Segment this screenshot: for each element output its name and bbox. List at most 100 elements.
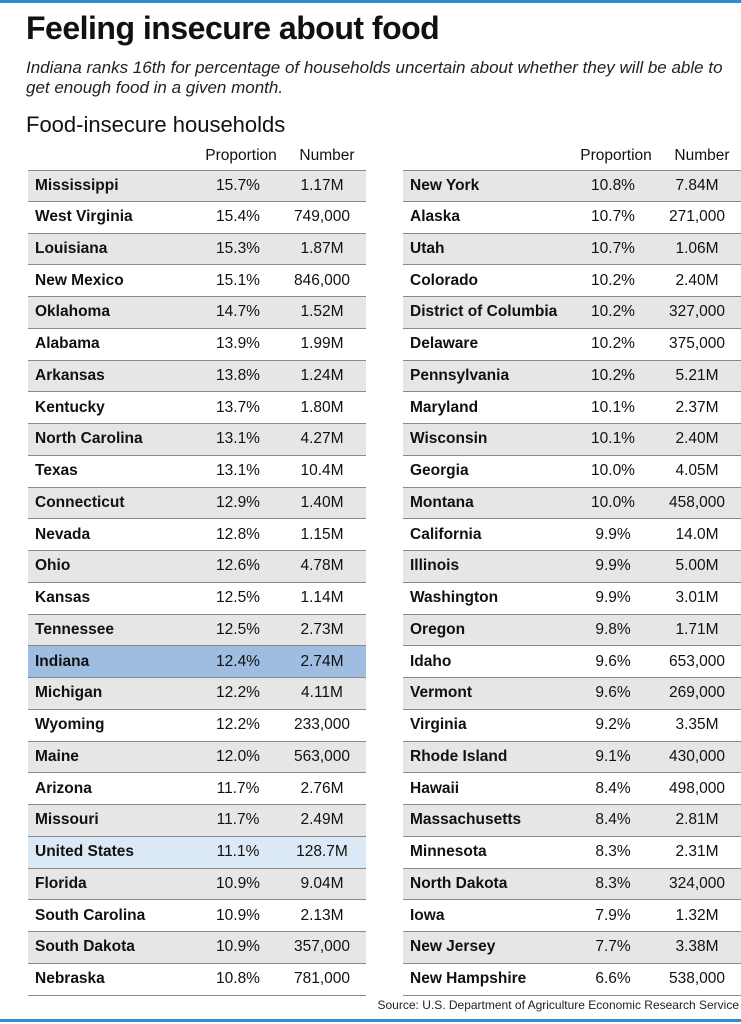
proportion-cell: 9.9% <box>595 525 631 543</box>
number-cell: 128.7M <box>296 843 348 861</box>
left-header-proportion: Proportion <box>205 147 277 164</box>
state-name-cell: Kentucky <box>35 398 105 416</box>
proportion-cell: 12.8% <box>216 525 260 543</box>
number-cell: 1.14M <box>300 589 344 607</box>
table-row: Florida 10.9% 9.04M <box>28 868 366 901</box>
number-cell: 2.76M <box>300 779 344 797</box>
state-name-cell: Iowa <box>410 906 445 924</box>
state-name-cell: United States <box>35 843 135 861</box>
proportion-cell: 13.1% <box>216 462 260 480</box>
table-row: Arkansas 13.8% 1.24M <box>28 360 366 393</box>
table-row: Tennessee 12.5% 2.73M <box>28 614 366 647</box>
proportion-cell: 10.9% <box>216 938 260 956</box>
proportion-cell: 11.7% <box>216 811 260 829</box>
state-name-cell: New York <box>410 176 480 194</box>
state-name-cell: Florida <box>35 874 87 892</box>
state-name-cell: District of Columbia <box>410 303 558 321</box>
table-row: Louisiana 15.3% 1.87M <box>28 233 366 266</box>
number-cell: 269,000 <box>668 684 726 702</box>
right-header-proportion: Proportion <box>580 147 652 164</box>
number-cell: 2.13M <box>300 906 344 924</box>
table-row: Rhode Island 9.1% 430,000 <box>403 741 741 774</box>
table-row: Kansas 12.5% 1.14M <box>28 582 366 615</box>
number-cell: 324,000 <box>668 874 726 892</box>
proportion-cell: 10.2% <box>591 366 635 384</box>
proportion-cell: 8.4% <box>595 779 631 797</box>
proportion-cell: 13.1% <box>216 430 260 448</box>
table-row: Colorado 10.2% 2.40M <box>403 265 741 297</box>
table-title: Food-insecure households <box>26 112 286 137</box>
proportion-cell: 11.1% <box>216 843 260 861</box>
table-row: Wyoming 12.2% 233,000 <box>28 709 366 742</box>
number-cell: 4.78M <box>300 557 344 575</box>
number-cell: 3.35M <box>675 716 719 734</box>
number-cell: 1.87M <box>300 239 344 257</box>
table-row: Oklahoma 14.7% 1.52M <box>28 297 366 329</box>
state-name-cell: New Mexico <box>35 271 124 289</box>
state-name-cell: New Hampshire <box>410 970 527 988</box>
table-row: New Mexico 15.1% 846,000 <box>28 265 366 297</box>
number-cell: 1.71M <box>675 620 719 638</box>
state-name-cell: South Carolina <box>35 906 146 924</box>
proportion-cell: 9.6% <box>595 652 631 670</box>
number-cell: 271,000 <box>668 208 726 226</box>
state-name-cell: Alabama <box>35 335 100 353</box>
table-row: Wisconsin 10.1% 2.40M <box>403 424 741 456</box>
proportion-cell: 12.2% <box>216 716 260 734</box>
state-name-cell: Idaho <box>410 652 452 670</box>
left-header-number: Number <box>299 147 355 164</box>
state-name-cell: Rhode Island <box>410 747 508 765</box>
table-row: Pennsylvania 10.2% 5.21M <box>403 360 741 393</box>
number-cell: 2.81M <box>675 811 719 829</box>
table-row: Kentucky 13.7% 1.80M <box>28 392 366 424</box>
state-name-cell: New Jersey <box>410 938 496 956</box>
state-name-cell: Minnesota <box>410 843 487 861</box>
state-name-cell: Connecticut <box>35 493 125 511</box>
number-cell: 538,000 <box>668 970 726 988</box>
proportion-cell: 9.2% <box>595 716 631 734</box>
table-row: District of Columbia 10.2% 327,000 <box>403 297 741 329</box>
table-row: West Virginia 15.4% 749,000 <box>28 201 366 234</box>
number-cell: 781,000 <box>293 970 351 988</box>
number-cell: 1.24M <box>300 366 344 384</box>
state-name-cell: Wisconsin <box>410 430 488 448</box>
proportion-cell: 10.1% <box>591 430 635 448</box>
table-row: United States 11.1% 128.7M <box>28 836 366 869</box>
table-row: California 9.9% 14.0M <box>403 519 741 551</box>
state-name-cell: Washington <box>410 589 499 607</box>
state-name-cell: Colorado <box>410 271 479 289</box>
number-cell: 357,000 <box>293 938 351 956</box>
number-cell: 7.84M <box>675 176 719 194</box>
table-row: Indiana 12.4% 2.74M <box>28 646 366 678</box>
page-title: Feeling insecure about food <box>26 10 440 46</box>
proportion-cell: 12.0% <box>216 747 260 765</box>
proportion-cell: 15.4% <box>216 208 260 226</box>
number-cell: 2.31M <box>675 843 719 861</box>
state-name-cell: Maryland <box>410 398 479 416</box>
proportion-cell: 15.1% <box>216 271 260 289</box>
table-row: Nevada 12.8% 1.15M <box>28 519 366 551</box>
table-row: Alabama 13.9% 1.99M <box>28 328 366 361</box>
table-row: Mississippi 15.7% 1.17M <box>28 170 366 202</box>
number-cell: 1.06M <box>675 239 719 257</box>
proportion-cell: 12.6% <box>216 557 260 575</box>
proportion-cell: 10.7% <box>591 239 635 257</box>
table-row: Delaware 10.2% 375,000 <box>403 328 741 361</box>
table-row: New Jersey 7.7% 3.38M <box>403 932 741 964</box>
state-name-cell: Arkansas <box>35 366 105 384</box>
proportion-cell: 7.9% <box>595 906 631 924</box>
state-name-cell: Nebraska <box>35 970 105 988</box>
proportion-cell: 10.8% <box>591 176 635 194</box>
table-row: Missouri 11.7% 2.49M <box>28 805 366 837</box>
table-row: Arizona 11.7% 2.76M <box>28 773 366 805</box>
proportion-cell: 10.2% <box>591 335 635 353</box>
proportion-cell: 9.8% <box>595 620 631 638</box>
page-subtitle: Indiana ranks 16th for percentage of hou… <box>26 58 723 97</box>
table-row: Hawaii 8.4% 498,000 <box>403 773 741 805</box>
proportion-cell: 8.4% <box>595 811 631 829</box>
number-cell: 1.17M <box>300 176 344 194</box>
state-name-cell: Georgia <box>410 462 469 480</box>
state-name-cell: Michigan <box>35 684 103 702</box>
number-cell: 4.05M <box>675 462 719 480</box>
table-row: Massachusetts 8.4% 2.81M <box>403 805 741 837</box>
